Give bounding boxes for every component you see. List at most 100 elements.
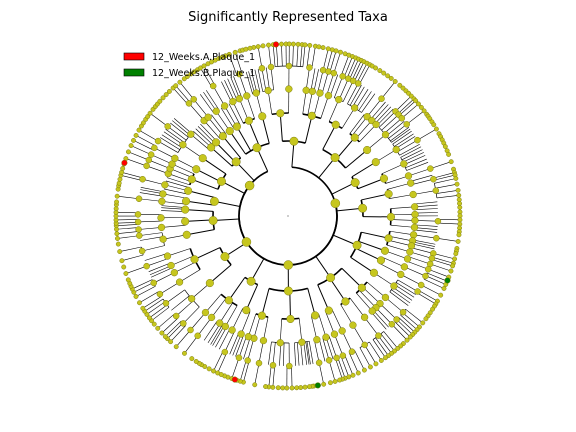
taxon-node (252, 143, 262, 153)
tree-branch (405, 308, 423, 324)
taxon-node (259, 336, 268, 345)
tree-branch (349, 114, 365, 134)
taxon-node (321, 381, 327, 387)
tree-branch (270, 66, 274, 90)
taxon-node (393, 316, 400, 323)
tree-branch (283, 342, 285, 366)
tree-branch (410, 247, 434, 254)
tree-branch (351, 161, 377, 178)
legend-label-b: 12_Weeks.B.Plaque_1 (152, 68, 255, 79)
taxon-node (267, 63, 275, 71)
tree-branch (205, 90, 220, 110)
taxon-node (414, 136, 421, 144)
tree-branch (430, 263, 452, 272)
taxon-node (335, 95, 343, 104)
taxon-node (314, 382, 321, 389)
taxon-node (373, 361, 379, 367)
tree-branch (328, 336, 337, 359)
taxon-node (181, 205, 190, 214)
taxon-node (350, 178, 360, 188)
tree-branch (243, 337, 251, 360)
tree-branch (349, 59, 359, 80)
tree-branch (345, 149, 368, 169)
taxon-node (338, 327, 346, 335)
taxon-node (217, 176, 226, 186)
tree-branch (354, 350, 365, 371)
taxon-node (159, 235, 167, 243)
tree-branch (172, 163, 195, 175)
tree-branch (433, 172, 455, 179)
taxon-node (400, 160, 408, 168)
tree-branch (236, 126, 252, 152)
tree-branch (342, 80, 354, 102)
tree-branch (149, 304, 168, 319)
taxon-node (358, 203, 368, 213)
taxon-node (456, 232, 462, 238)
tree-branch (359, 347, 371, 368)
tree-branch (224, 79, 235, 102)
tree-branch (257, 46, 263, 69)
taxon-node (207, 143, 216, 152)
tree-edges (115, 44, 460, 388)
tree-branch (392, 130, 412, 145)
tree-branch (321, 71, 329, 94)
tree-branch (235, 334, 244, 357)
tree-branch (389, 230, 414, 236)
taxon-node (433, 234, 440, 242)
taxon-node (125, 277, 131, 283)
taxon-node (201, 63, 207, 69)
tree-branch (381, 114, 399, 131)
tree-branch (307, 288, 316, 316)
taxon-node (453, 251, 459, 257)
taxon-node (232, 49, 238, 55)
tree-branch (179, 269, 201, 283)
taxon-node (269, 361, 277, 369)
tree-branch (372, 104, 389, 122)
tree-branch (364, 344, 377, 364)
tree-branch (230, 77, 240, 99)
tree-branch (425, 275, 446, 285)
taxon-node (453, 176, 459, 181)
taxon-node (311, 311, 320, 320)
taxon-node (163, 92, 169, 98)
tree-branch (211, 298, 227, 318)
tree-branch (436, 237, 459, 242)
tree-branch (333, 52, 341, 74)
taxon-node (189, 356, 195, 362)
tree-branch (358, 240, 386, 252)
tree-branch (397, 98, 415, 115)
taxon-node (454, 181, 460, 187)
tree-branch (165, 289, 185, 304)
taxon-node (455, 187, 461, 193)
tree-branch (359, 64, 371, 85)
tree-branch (388, 235, 413, 242)
taxon-node (243, 92, 251, 100)
taxon-node (133, 294, 139, 299)
tree-branch (229, 130, 247, 155)
taxon-node (209, 196, 219, 206)
taxon-node (322, 333, 330, 341)
tree-branch (161, 224, 186, 228)
tree-branch (372, 339, 386, 358)
tree-branch (397, 279, 418, 292)
taxon-node (114, 231, 120, 237)
taxon-node (330, 153, 340, 163)
taxon-node (302, 384, 308, 390)
taxon-node (258, 112, 267, 121)
tree-branch (234, 52, 243, 74)
tree-branch (306, 341, 311, 365)
taxon-node (235, 95, 244, 103)
tree-branch (183, 306, 200, 324)
taxon-node (157, 223, 166, 232)
tree-branch (326, 73, 335, 96)
tree-branch (409, 251, 432, 259)
tree-branch (200, 123, 218, 142)
taxon-node (390, 282, 398, 290)
tree-branch (272, 365, 276, 388)
tree-branch (195, 128, 214, 146)
tree-branch (205, 294, 222, 313)
taxon-node (438, 292, 444, 298)
taxon-node (151, 321, 157, 327)
tree-branch (300, 44, 303, 67)
taxon-node (225, 126, 234, 136)
